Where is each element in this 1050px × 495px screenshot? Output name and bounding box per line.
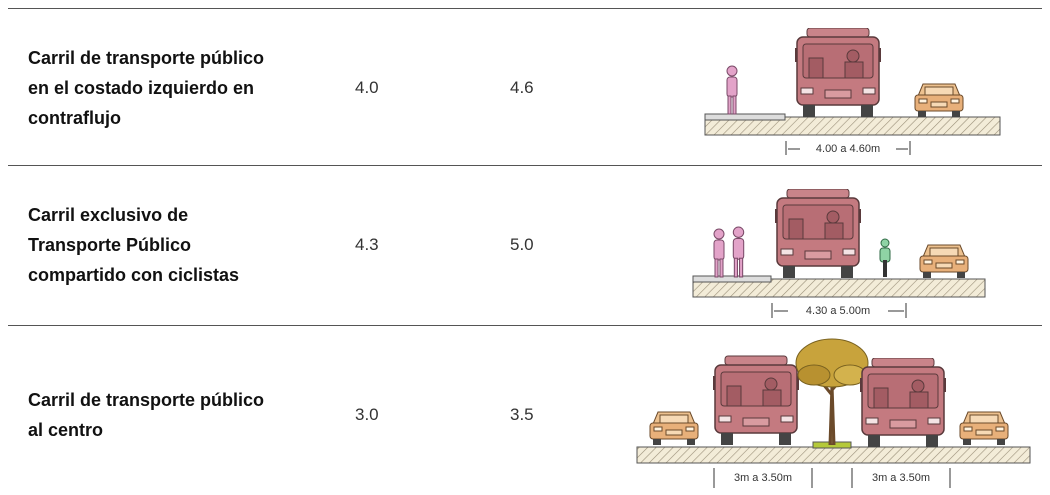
sidewalk bbox=[692, 275, 772, 283]
bus bbox=[713, 355, 799, 446]
bus bbox=[775, 189, 861, 279]
cyclist bbox=[879, 238, 891, 278]
min-width: 4.3 bbox=[355, 235, 379, 254]
max-width: 3.5 bbox=[510, 405, 534, 424]
max-width: 4.6 bbox=[510, 78, 534, 97]
dimension-label: 3m a 3.50m bbox=[872, 472, 930, 484]
row-divider bbox=[8, 8, 1042, 9]
car bbox=[959, 411, 1009, 446]
dimension-label: 3m a 3.50m bbox=[734, 472, 792, 484]
lane-name: Carril exclusivo de Transporte Público c… bbox=[28, 205, 240, 285]
sidewalk bbox=[704, 113, 786, 121]
row-illustration: 3m a 3.50m 3m a 3.50m bbox=[636, 337, 1031, 488]
min-width: 4.0 bbox=[355, 78, 379, 97]
max-width: 5.0 bbox=[510, 235, 534, 254]
bus bbox=[795, 28, 881, 118]
pedestrian bbox=[726, 65, 738, 115]
lane-name: Carril de transporte público en el costa… bbox=[28, 48, 265, 128]
pedestrian bbox=[732, 226, 745, 278]
car bbox=[649, 411, 699, 446]
car bbox=[914, 83, 964, 118]
dimension-label: 4.30 a 5.00m bbox=[806, 305, 870, 317]
lane-name: Carril de transporte público al centro bbox=[28, 390, 265, 440]
dimension-label: 4.00 a 4.60m bbox=[816, 143, 880, 155]
row-illustration: 4.00 a 4.60m bbox=[704, 28, 1001, 155]
row-divider bbox=[8, 325, 1042, 326]
row-divider bbox=[8, 165, 1042, 166]
ground bbox=[692, 278, 986, 298]
row-illustration: 4.30 a 5.00m bbox=[692, 189, 986, 318]
min-width: 3.0 bbox=[355, 405, 379, 424]
ground bbox=[704, 116, 1001, 136]
bus bbox=[860, 358, 946, 448]
pedestrian bbox=[713, 228, 725, 278]
ground bbox=[636, 446, 1031, 464]
car bbox=[919, 244, 969, 279]
tree bbox=[794, 337, 870, 445]
